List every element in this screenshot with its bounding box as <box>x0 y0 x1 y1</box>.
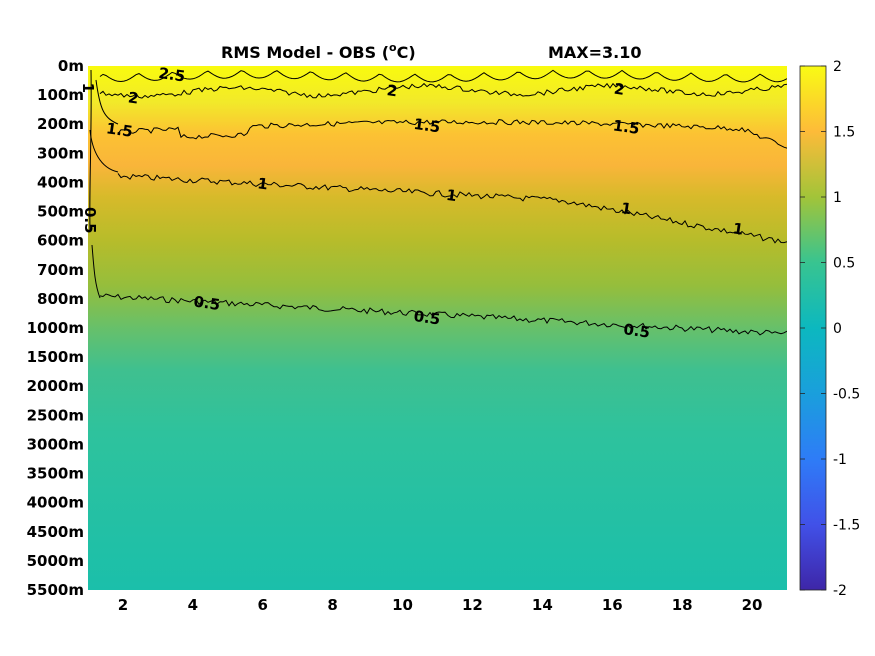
y-tick-label: 600m <box>37 232 84 250</box>
y-tick-label: 5000m <box>27 552 84 570</box>
x-tick-label: 20 <box>742 596 763 614</box>
colorbar-tick-label: -0.5 <box>833 387 860 403</box>
y-tick-label: 700m <box>37 261 84 279</box>
contour-label: 0.5 <box>81 207 99 234</box>
x-tick-label: 6 <box>258 596 268 614</box>
contour-label: 2 <box>613 80 626 99</box>
x-tick-label: 8 <box>327 596 337 614</box>
x-tick-label: 14 <box>532 596 553 614</box>
contour-lines <box>89 69 787 336</box>
x-tick-label: 4 <box>188 596 198 614</box>
contour-1.5 <box>117 119 787 149</box>
x-tick-label: 2 <box>118 596 128 614</box>
heatmap-field <box>88 66 787 590</box>
contour-label: 1.5 <box>612 116 641 138</box>
y-tick-label: 0m <box>58 57 84 75</box>
contour-2 <box>99 82 787 99</box>
contour-labels: 2.5 2 2 2 1.5 1.5 1.5 1 1 1 1 1 0.5 0.5 0.5 0.5 <box>79 64 744 342</box>
x-tick-label: 10 <box>392 596 413 614</box>
colorbar-tick-label: -1 <box>833 452 847 468</box>
y-tick-label: 800m <box>37 290 84 308</box>
contour-label: 2.5 <box>157 64 186 86</box>
colorbar-tick-label: 0 <box>833 321 842 337</box>
contour-1.5-left <box>95 79 119 125</box>
chart-title: RMS Model - OBS (oC) <box>221 41 416 62</box>
colorbar-tick-label: -1.5 <box>833 518 860 534</box>
contour-label: 1 <box>79 83 97 93</box>
y-axis-ticks: 0m 100m 200m 300m 400m 500m 600m 700m 800m 1000m 1… <box>27 57 84 599</box>
y-tick-label: 5500m <box>27 581 84 599</box>
y-tick-label: 200m <box>37 115 84 133</box>
contour-0.5-upper <box>89 69 92 231</box>
contour-label: 0.5 <box>622 320 651 342</box>
y-tick-label: 1000m <box>27 319 84 337</box>
contour-label: 1.5 <box>413 115 442 137</box>
x-tick-label: 18 <box>672 596 693 614</box>
contour-1-left <box>89 129 119 173</box>
colorbar-tick-label: 1 <box>833 190 842 206</box>
contour-label: 1 <box>732 219 745 238</box>
y-tick-label: 2500m <box>27 406 84 424</box>
contour-label: 2 <box>127 88 140 107</box>
contour-1 <box>117 173 787 244</box>
y-tick-label: 4500m <box>27 523 84 541</box>
contour-2.5 <box>99 69 787 83</box>
colorbar-tick-label: -2 <box>833 583 847 599</box>
contour-label: 0.5 <box>192 292 221 314</box>
contour-label: 1 <box>256 174 269 193</box>
colorbar-tick-label: 0.5 <box>833 256 855 272</box>
y-tick-label: 2000m <box>27 377 84 395</box>
y-tick-label: 400m <box>37 173 84 191</box>
y-tick-label: 4000m <box>27 494 84 512</box>
y-tick-label: 1500m <box>27 348 84 366</box>
contour-label: 1.5 <box>105 119 134 141</box>
contour-0.5-left <box>91 244 101 299</box>
contour-label: 1 <box>445 186 458 205</box>
contour-0.5 <box>99 293 787 336</box>
y-tick-label: 300m <box>37 144 84 162</box>
y-tick-label: 3000m <box>27 435 84 453</box>
x-tick-label: 12 <box>462 596 483 614</box>
colorbar-tick-label: 1.5 <box>833 125 855 141</box>
contour-label: 0.5 <box>413 307 442 329</box>
contour-label: 2 <box>386 81 399 100</box>
colorbar: 2 1.5 1 0.5 0 -0.5 -1 -1.5 -2 <box>799 59 860 599</box>
y-tick-label: 500m <box>37 203 84 221</box>
colorbar-tick-label: 2 <box>833 59 842 75</box>
colorbar-ticks: 2 1.5 1 0.5 0 -0.5 -1 -1.5 -2 <box>800 59 860 599</box>
x-tick-label: 16 <box>602 596 623 614</box>
y-tick-label: 3500m <box>27 465 84 483</box>
max-annotation: MAX=3.10 <box>548 43 642 62</box>
y-tick-label: 100m <box>37 86 84 104</box>
contour-label: 1 <box>620 199 633 218</box>
heatmap-plot: 2.5 2 2 2 1.5 1.5 1.5 1 1 1 1 1 0.5 0.5 0.5 0.5 <box>79 64 787 590</box>
x-axis-ticks: 2 4 6 8 10 12 14 16 18 20 <box>118 596 763 614</box>
